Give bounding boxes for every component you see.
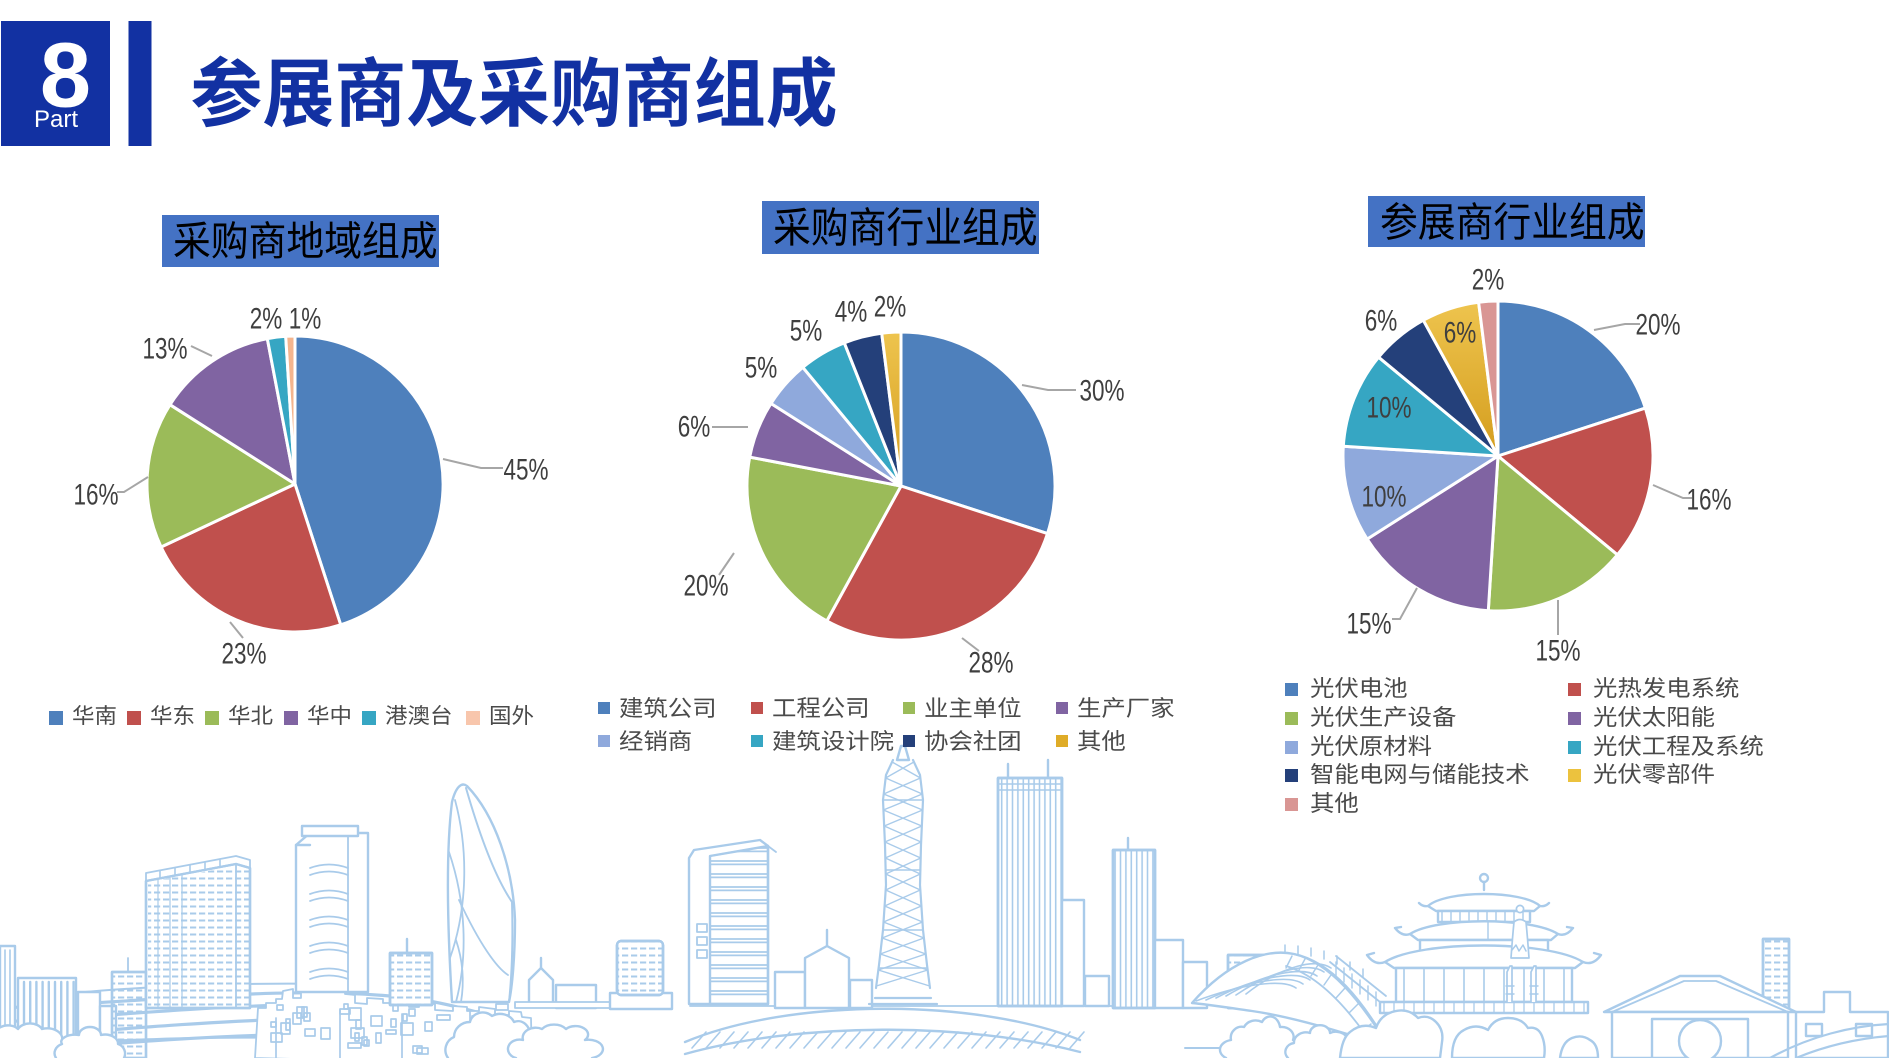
svg-text:15%: 15% (1346, 606, 1391, 640)
svg-text:6%: 6% (1365, 303, 1398, 337)
svg-text:1%: 1% (289, 301, 322, 335)
svg-text:16%: 16% (73, 477, 118, 511)
svg-text:6%: 6% (1444, 315, 1477, 349)
svg-text:4%: 4% (835, 294, 868, 328)
svg-text:16%: 16% (1686, 482, 1731, 516)
svg-text:10%: 10% (1361, 479, 1406, 513)
svg-text:45%: 45% (503, 452, 548, 486)
svg-text:20%: 20% (683, 568, 728, 602)
svg-text:Part: Part (34, 106, 78, 133)
svg-text:30%: 30% (1079, 373, 1124, 407)
svg-text:28%: 28% (968, 645, 1013, 679)
svg-text:10%: 10% (1366, 390, 1411, 424)
svg-text:5%: 5% (745, 350, 778, 384)
svg-text:2%: 2% (874, 289, 907, 323)
svg-text:2%: 2% (1472, 262, 1505, 296)
svg-text:8: 8 (40, 25, 91, 127)
svg-text:15%: 15% (1535, 633, 1580, 667)
svg-text:20%: 20% (1635, 307, 1680, 341)
svg-text:2%: 2% (250, 301, 283, 335)
svg-text:13%: 13% (142, 331, 187, 365)
svg-text:23%: 23% (221, 636, 266, 670)
svg-text:6%: 6% (678, 409, 711, 443)
svg-text:5%: 5% (790, 313, 823, 347)
